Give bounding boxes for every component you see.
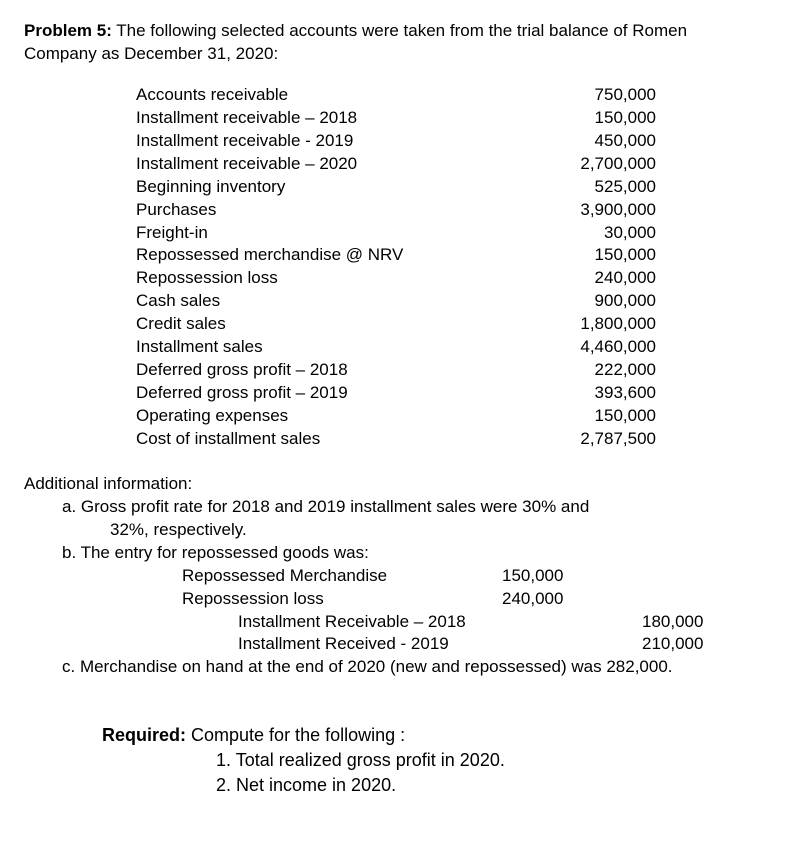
required-item: 1. Total realized gross profit in 2020. [216,748,763,772]
table-row: Cash sales900,000 [136,290,656,313]
additional-item-c: c. Merchandise on hand at the end of 202… [62,656,763,679]
additional-list: a. Gross profit rate for 2018 and 2019 i… [62,496,763,680]
account-label: Purchases [136,199,506,222]
account-label: Installment receivable - 2019 [136,130,506,153]
table-row: Installment receivable - 2019450,000 [136,130,656,153]
journal-debit-amount: 150,000 [502,565,622,588]
table-row: Operating expenses150,000 [136,405,656,428]
table-row: Installment sales4,460,000 [136,336,656,359]
accounts-table: Accounts receivable750,000 Installment r… [136,84,656,451]
required-block: Required: Compute for the following : 1.… [102,723,763,797]
journal-credit-amount: 210,000 [642,633,762,656]
account-value: 150,000 [506,405,656,428]
required-heading-cont: Compute for the following : [186,725,405,745]
required-heading-line: Required: Compute for the following : [102,723,763,748]
additional-item-b: b. The entry for repossessed goods was: [62,542,763,565]
account-label: Operating expenses [136,405,506,428]
table-row: Credit sales1,800,000 [136,313,656,336]
account-label: Credit sales [136,313,506,336]
problem-intro-text: The following selected accounts were tak… [24,21,687,63]
account-label: Deferred gross profit – 2018 [136,359,506,382]
journal-credit-row: Installment Received - 2019 210,000 [182,633,763,656]
account-label: Repossessed merchandise @ NRV [136,244,506,267]
journal-debit-amount: 240,000 [502,588,622,611]
account-value: 222,000 [506,359,656,382]
account-value: 900,000 [506,290,656,313]
table-row: Accounts receivable750,000 [136,84,656,107]
table-row: Installment receivable – 2018150,000 [136,107,656,130]
account-value: 3,900,000 [506,199,656,222]
account-value: 2,787,500 [506,428,656,451]
problem-intro: Problem 5: The following selected accoun… [24,20,763,66]
journal-credit-label: Installment Received - 2019 [182,633,522,656]
required-heading: Required: [102,725,186,745]
account-label: Installment receivable – 2020 [136,153,506,176]
account-label: Repossession loss [136,267,506,290]
account-label: Cash sales [136,290,506,313]
additional-info-block: Additional information: a. Gross profit … [24,473,763,679]
account-value: 240,000 [506,267,656,290]
required-item: 2. Net income in 2020. [216,773,763,797]
account-label: Cost of installment sales [136,428,506,451]
problem-label: Problem 5: [24,21,112,40]
additional-item-a: a. Gross profit rate for 2018 and 2019 i… [62,496,763,519]
account-value: 2,700,000 [506,153,656,176]
journal-debit-label: Repossessed Merchandise [182,565,502,588]
account-label: Accounts receivable [136,84,506,107]
required-items: 1. Total realized gross profit in 2020. … [216,748,763,797]
table-row: Installment receivable – 20202,700,000 [136,153,656,176]
table-row: Purchases3,900,000 [136,199,656,222]
journal-debit-label: Repossession loss [182,588,502,611]
journal-credit-label: Installment Receivable – 2018 [182,611,522,634]
journal-debit-row: Repossession loss 240,000 [182,588,763,611]
table-row: Deferred gross profit – 2019393,600 [136,382,656,405]
table-row: Repossession loss240,000 [136,267,656,290]
account-label: Beginning inventory [136,176,506,199]
spacer [522,633,642,656]
additional-item-a-cont: 32%, respectively. [110,519,763,542]
spacer [522,611,642,634]
account-label: Installment receivable – 2018 [136,107,506,130]
account-label: Freight-in [136,222,506,245]
journal-credit-amount: 180,000 [642,611,762,634]
table-row: Beginning inventory525,000 [136,176,656,199]
account-value: 1,800,000 [506,313,656,336]
table-row: Deferred gross profit – 2018222,000 [136,359,656,382]
table-row: Cost of installment sales2,787,500 [136,428,656,451]
table-row: Repossessed merchandise @ NRV150,000 [136,244,656,267]
account-value: 525,000 [506,176,656,199]
journal-credit-row: Installment Receivable – 2018 180,000 [182,611,763,634]
account-value: 750,000 [506,84,656,107]
account-value: 450,000 [506,130,656,153]
account-value: 150,000 [506,244,656,267]
account-value: 150,000 [506,107,656,130]
account-label: Deferred gross profit – 2019 [136,382,506,405]
account-label: Installment sales [136,336,506,359]
journal-debit-row: Repossessed Merchandise 150,000 [182,565,763,588]
account-value: 30,000 [506,222,656,245]
account-value: 4,460,000 [506,336,656,359]
journal-entry: Repossessed Merchandise 150,000 Reposses… [182,565,763,657]
account-value: 393,600 [506,382,656,405]
additional-heading: Additional information: [24,473,763,496]
table-row: Freight-in30,000 [136,222,656,245]
